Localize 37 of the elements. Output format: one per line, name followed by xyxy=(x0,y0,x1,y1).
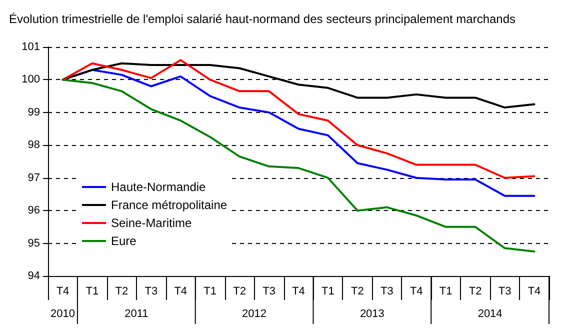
y-tick-label: 97 xyxy=(28,172,40,184)
x-tick-label: T2 xyxy=(468,286,482,298)
text: 2013 xyxy=(360,308,384,320)
x-tick-label: T1 xyxy=(204,286,217,298)
x-tick-label: T1 xyxy=(439,286,452,298)
text: 2010 xyxy=(50,308,75,320)
x-tick-label: T2 xyxy=(115,286,128,298)
legend-label: Haute-Normandie xyxy=(111,180,206,194)
x-tick-label: T3 xyxy=(498,286,512,298)
x-tick-label: T3 xyxy=(380,286,394,298)
y-tick-label: 101 xyxy=(22,41,40,53)
x-tick-label: T4 xyxy=(292,286,305,298)
y-tick-label: 98 xyxy=(28,139,40,152)
y-tick-label: 96 xyxy=(28,204,40,217)
y-tick-label: 99 xyxy=(28,106,40,118)
line-series xyxy=(62,59,536,179)
legend-label: France métropolitaine xyxy=(111,198,228,212)
x-tick-label: T4 xyxy=(56,286,70,298)
text: 2011 xyxy=(124,308,148,320)
line-series xyxy=(62,78,536,252)
x-tick-label: T2 xyxy=(233,286,246,298)
y-tick-label: 100 xyxy=(22,74,40,86)
x-tick-label: T3 xyxy=(144,286,158,298)
legend-label: Seine-Maritime xyxy=(111,216,192,230)
text: 2012 xyxy=(242,308,267,320)
chart-title: Évolution trimestrielle de l'emploi salarié haut-normand des secteurs principalement marchands xyxy=(9,12,516,26)
x-tick-label: T1 xyxy=(86,286,99,298)
legend-label: Eure xyxy=(111,234,137,248)
x-tick-label: T3 xyxy=(262,286,276,298)
text: 2014 xyxy=(478,308,502,320)
x-tick-label: T4 xyxy=(174,286,188,298)
x-tick-label: T4 xyxy=(528,286,541,298)
x-tick-label: T4 xyxy=(410,286,423,298)
x-tick-label: T2 xyxy=(351,286,364,298)
x-tick-label: T1 xyxy=(322,286,334,298)
y-tick-label: 95 xyxy=(28,237,40,250)
y-tick-label: 94 xyxy=(28,270,40,282)
